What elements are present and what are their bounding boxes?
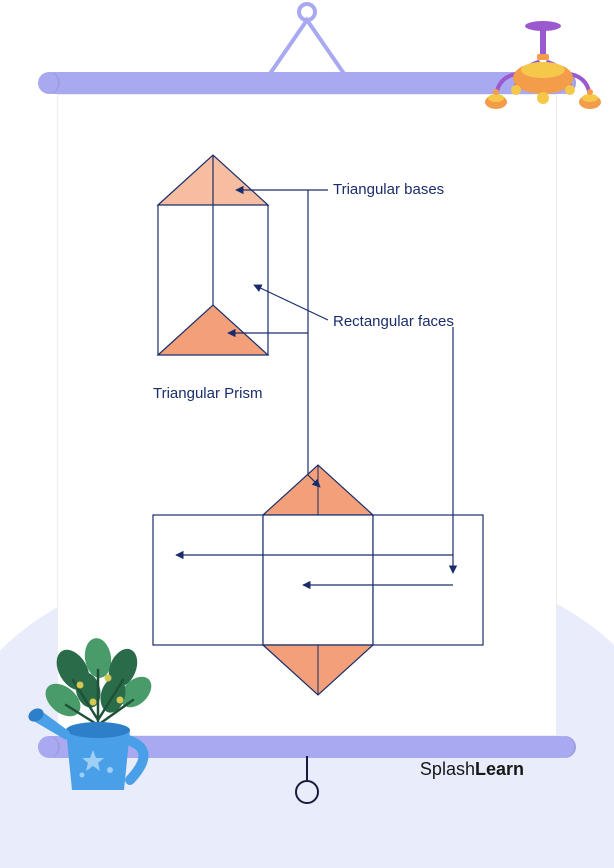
brand-bold: Learn (475, 759, 524, 779)
label-triangular-prism: Triangular Prism (153, 385, 262, 402)
chandelier-decoration (478, 20, 608, 130)
label-rectangular-faces: Rectangular faces (333, 313, 454, 330)
label-triangular-bases: Triangular bases (333, 181, 444, 198)
triangular-prism-3d (158, 155, 268, 355)
hanger (247, 0, 367, 80)
brand-light: Splash (420, 759, 475, 779)
plant-decoration (18, 630, 178, 800)
board-pull-handle (287, 756, 327, 806)
brand-logo: SplashLearn (420, 759, 524, 780)
prism-net (153, 465, 483, 695)
